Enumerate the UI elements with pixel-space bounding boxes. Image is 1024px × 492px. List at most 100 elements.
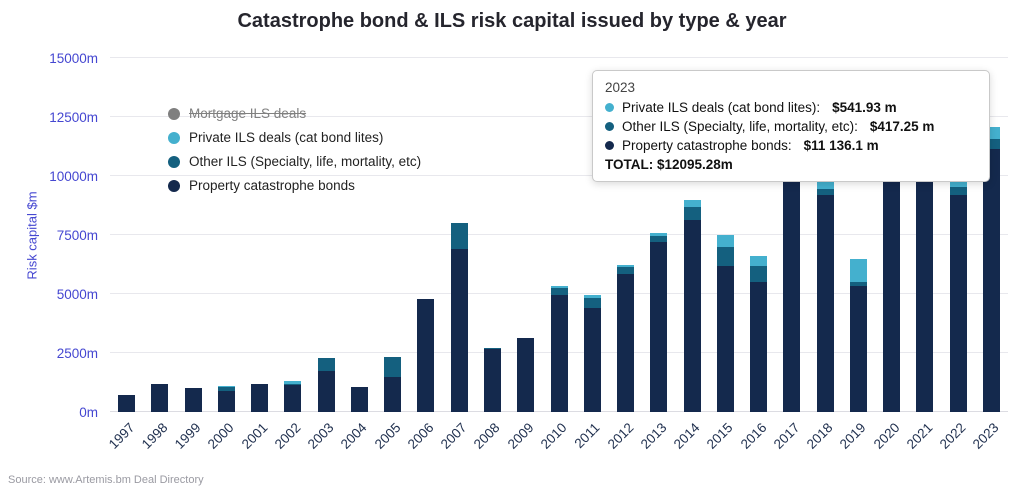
bar-segment bbox=[617, 266, 635, 274]
legend-item-other-ils[interactable]: Other ILS (Specialty, life, mortality, e… bbox=[168, 154, 421, 169]
bar-2008[interactable] bbox=[483, 348, 501, 412]
bar-2013[interactable] bbox=[650, 232, 668, 412]
tooltip-row-dot bbox=[605, 141, 614, 150]
bar-segment bbox=[949, 186, 967, 195]
bar-segment bbox=[450, 223, 468, 250]
bar-segment bbox=[350, 387, 368, 412]
bar-segment bbox=[650, 232, 668, 237]
bar-segment bbox=[384, 356, 402, 377]
gridline bbox=[110, 57, 1008, 58]
bar-segment bbox=[151, 383, 169, 412]
bar-segment bbox=[617, 264, 635, 267]
bar-2020[interactable] bbox=[883, 152, 901, 412]
tooltip-row-dot bbox=[605, 122, 614, 131]
source-credit: Source: www.Artemis.bm Deal Directory bbox=[8, 474, 204, 486]
bar-segment bbox=[417, 298, 435, 412]
y-tick-2500m: 2500m bbox=[56, 346, 98, 361]
bar-segment bbox=[849, 285, 867, 412]
bar-2000[interactable] bbox=[217, 386, 235, 412]
bar-segment bbox=[550, 295, 568, 412]
bar-2009[interactable] bbox=[517, 337, 535, 412]
bar-segment bbox=[716, 235, 734, 247]
legend-dot-private-ils bbox=[168, 131, 180, 144]
legend-label: Mortgage ILS deals bbox=[189, 106, 307, 121]
chart-title: Catastrophe bond & ILS risk capital issu… bbox=[237, 10, 787, 32]
bar-segment bbox=[849, 282, 867, 286]
tooltip-row-dot bbox=[605, 103, 614, 112]
tooltip-row-label: Property catastrophe bonds: bbox=[622, 138, 792, 153]
tooltip-year: 2023 bbox=[605, 80, 636, 95]
legend-item-private-ils[interactable]: Private ILS deals (cat bond lites) bbox=[168, 130, 421, 145]
bar-2006[interactable] bbox=[417, 298, 435, 412]
y-tick-0m: 0m bbox=[79, 405, 98, 420]
bar-segment bbox=[450, 249, 468, 412]
tooltip-total: TOTAL: $12095.28m bbox=[605, 157, 733, 172]
legend-label: Property catastrophe bonds bbox=[189, 178, 355, 193]
bar-segment bbox=[750, 265, 768, 283]
bar-segment bbox=[550, 285, 568, 289]
bar-2014[interactable] bbox=[683, 199, 701, 412]
bar-segment bbox=[916, 164, 934, 412]
tooltip-row-value: $417.25 m bbox=[869, 119, 935, 134]
legend-label: Other ILS (Specialty, life, mortality, e… bbox=[189, 154, 422, 169]
bar-segment bbox=[583, 297, 601, 309]
bar-2011[interactable] bbox=[583, 295, 601, 412]
legend-dot-other-ils bbox=[168, 155, 180, 168]
bar-segment bbox=[883, 166, 901, 412]
bar-segment bbox=[816, 194, 834, 412]
legend-label: Private ILS deals (cat bond lites) bbox=[189, 130, 384, 145]
bar-segment bbox=[949, 194, 967, 412]
legend-dot-mortgage-ils bbox=[168, 107, 180, 120]
bar-2019[interactable] bbox=[849, 258, 867, 412]
bar-segment bbox=[317, 357, 335, 371]
bar-segment bbox=[483, 349, 501, 412]
bar-segment bbox=[384, 376, 402, 412]
bar-segment bbox=[716, 265, 734, 412]
bar-2003[interactable] bbox=[317, 357, 335, 412]
bar-2001[interactable] bbox=[251, 383, 269, 412]
bar-1998[interactable] bbox=[151, 383, 169, 412]
bar-2012[interactable] bbox=[617, 264, 635, 412]
bar-segment bbox=[650, 236, 668, 243]
bar-2016[interactable] bbox=[750, 256, 768, 412]
bar-2007[interactable] bbox=[450, 223, 468, 412]
bar-segment bbox=[583, 308, 601, 412]
bar-2018[interactable] bbox=[816, 181, 834, 412]
bar-1999[interactable] bbox=[184, 388, 202, 412]
bar-2002[interactable] bbox=[284, 381, 302, 412]
bar-segment bbox=[483, 348, 501, 350]
bar-segment bbox=[583, 295, 601, 298]
bar-2022[interactable] bbox=[949, 177, 967, 412]
bar-segment bbox=[683, 219, 701, 412]
tooltip-row-label: Other ILS (Specialty, life, mortality, e… bbox=[622, 119, 858, 134]
bar-1997[interactable] bbox=[118, 395, 136, 412]
plot-area: 0m 2500m 5000m 7500m 10000m 12500m 15000m 1997… bbox=[49, 51, 1008, 452]
bar-2015[interactable] bbox=[716, 235, 734, 412]
bar-segment bbox=[118, 395, 136, 412]
bar-segment bbox=[849, 258, 867, 283]
y-tick-5000m: 5000m bbox=[56, 287, 98, 302]
legend-item-property-cat-bonds[interactable]: Property catastrophe bonds bbox=[168, 178, 421, 193]
gridline bbox=[110, 175, 1008, 176]
bar-segment bbox=[550, 288, 568, 296]
y-tick-15000m: 15000m bbox=[49, 51, 98, 66]
bar-segment bbox=[517, 337, 535, 412]
bar-segment bbox=[184, 388, 202, 412]
bar-2004[interactable] bbox=[350, 387, 368, 412]
tooltip-row-value: $11 136.1 m bbox=[803, 138, 879, 153]
bar-segment bbox=[284, 384, 302, 412]
tooltip-row: Private ILS deals (cat bond lites): $541.… bbox=[605, 100, 977, 115]
gridline bbox=[110, 234, 1008, 235]
bar-segment bbox=[816, 189, 834, 195]
bar-segment bbox=[251, 383, 269, 412]
y-tick-7500m: 7500m bbox=[56, 228, 98, 243]
bar-segment bbox=[284, 383, 302, 385]
legend-item-mortgage-ils[interactable]: Mortgage ILS deals bbox=[168, 106, 421, 121]
bar-segment bbox=[217, 386, 235, 388]
bar-segment bbox=[750, 256, 768, 266]
bar-2005[interactable] bbox=[384, 356, 402, 412]
bar-segment bbox=[783, 159, 801, 412]
bar-segment bbox=[217, 387, 235, 391]
bar-2010[interactable] bbox=[550, 285, 568, 412]
